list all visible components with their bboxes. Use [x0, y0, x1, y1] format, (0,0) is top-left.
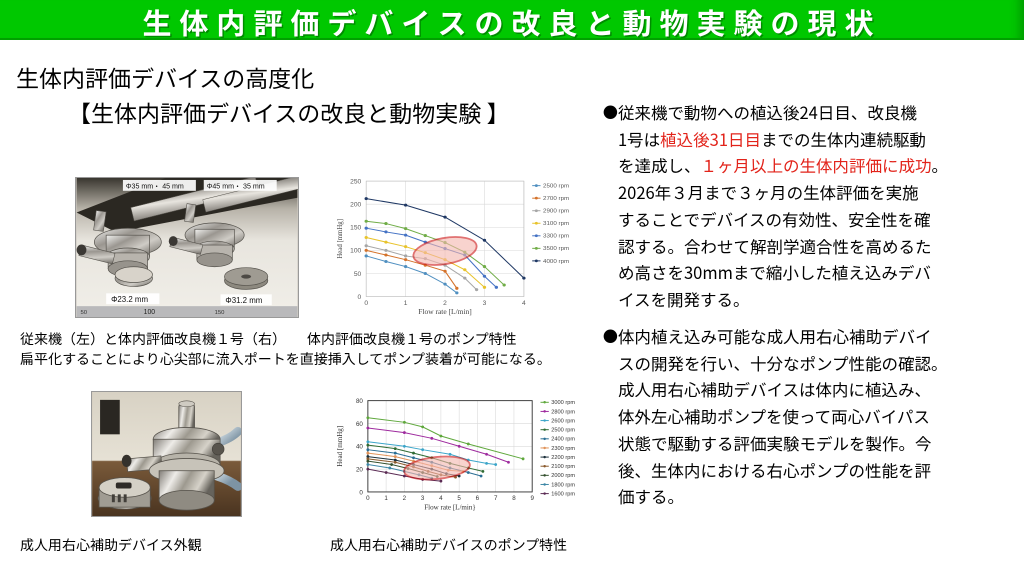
svg-text:9: 9	[530, 495, 534, 502]
svg-text:3000 rpm: 3000 rpm	[551, 400, 575, 406]
svg-text:2: 2	[403, 495, 407, 502]
svg-text:0: 0	[359, 489, 363, 496]
svg-text:3100 rpm: 3100 rpm	[543, 221, 569, 227]
svg-text:40: 40	[356, 444, 363, 451]
svg-text:3: 3	[483, 300, 487, 307]
svg-text:2300 rpm: 2300 rpm	[551, 446, 575, 452]
svg-text:2800 rpm: 2800 rpm	[551, 409, 575, 415]
svg-text:6: 6	[476, 495, 480, 502]
svg-text:150: 150	[350, 225, 362, 232]
svg-text:Flow rate [L/min}: Flow rate [L/min}	[424, 503, 476, 511]
svg-text:Flow rate [L/min]: Flow rate [L/min]	[418, 308, 471, 316]
svg-text:2500 rpm: 2500 rpm	[543, 184, 569, 190]
svg-text:2000 rpm: 2000 rpm	[551, 473, 575, 479]
svg-text:200: 200	[350, 202, 362, 209]
svg-text:1800 rpm: 1800 rpm	[551, 482, 575, 488]
svg-text:2500 rpm: 2500 rpm	[551, 428, 575, 434]
svg-text:80: 80	[356, 398, 363, 405]
svg-text:Φ35 mm・ 45 mm: Φ35 mm・ 45 mm	[126, 182, 184, 190]
svg-text:0: 0	[366, 495, 370, 502]
svg-text:Φ45 mm・ 35 mm: Φ45 mm・ 35 mm	[207, 182, 265, 190]
svg-text:2100 rpm: 2100 rpm	[551, 464, 575, 470]
svg-text:60: 60	[356, 421, 363, 428]
svg-text:3300 rpm: 3300 rpm	[543, 234, 569, 240]
svg-text:1600 rpm: 1600 rpm	[551, 492, 575, 498]
svg-text:50: 50	[354, 271, 362, 278]
svg-text:20: 20	[356, 466, 363, 473]
svg-text:100: 100	[350, 248, 362, 255]
svg-text:1: 1	[404, 300, 408, 307]
svg-text:Head [mmHg]: Head [mmHg]	[336, 219, 344, 259]
svg-text:Φ23.2 mm: Φ23.2 mm	[111, 295, 148, 304]
svg-text:5: 5	[457, 495, 461, 502]
svg-text:Head [mmHg]: Head [mmHg]	[336, 426, 344, 467]
svg-text:250: 250	[350, 179, 362, 186]
svg-text:100: 100	[144, 309, 156, 316]
svg-text:0: 0	[358, 294, 362, 301]
svg-text:4000 rpm: 4000 rpm	[543, 259, 569, 265]
svg-text:8: 8	[512, 495, 516, 502]
svg-text:50: 50	[81, 310, 88, 316]
svg-text:3: 3	[421, 495, 425, 502]
svg-text:4: 4	[439, 495, 443, 502]
svg-text:0: 0	[364, 300, 368, 307]
svg-text:2600 rpm: 2600 rpm	[551, 418, 575, 424]
svg-text:2200 rpm: 2200 rpm	[551, 455, 575, 461]
svg-text:2400 rpm: 2400 rpm	[551, 437, 575, 443]
svg-text:2900 rpm: 2900 rpm	[543, 209, 569, 215]
svg-text:150: 150	[215, 310, 226, 316]
svg-text:2: 2	[443, 300, 447, 307]
svg-text:Φ31.2 mm: Φ31.2 mm	[225, 296, 262, 305]
svg-text:7: 7	[494, 495, 498, 502]
svg-text:4: 4	[522, 300, 526, 307]
svg-text:2700 rpm: 2700 rpm	[543, 196, 569, 202]
svg-text:3500 rpm: 3500 rpm	[543, 246, 569, 252]
svg-text:1: 1	[384, 495, 388, 502]
